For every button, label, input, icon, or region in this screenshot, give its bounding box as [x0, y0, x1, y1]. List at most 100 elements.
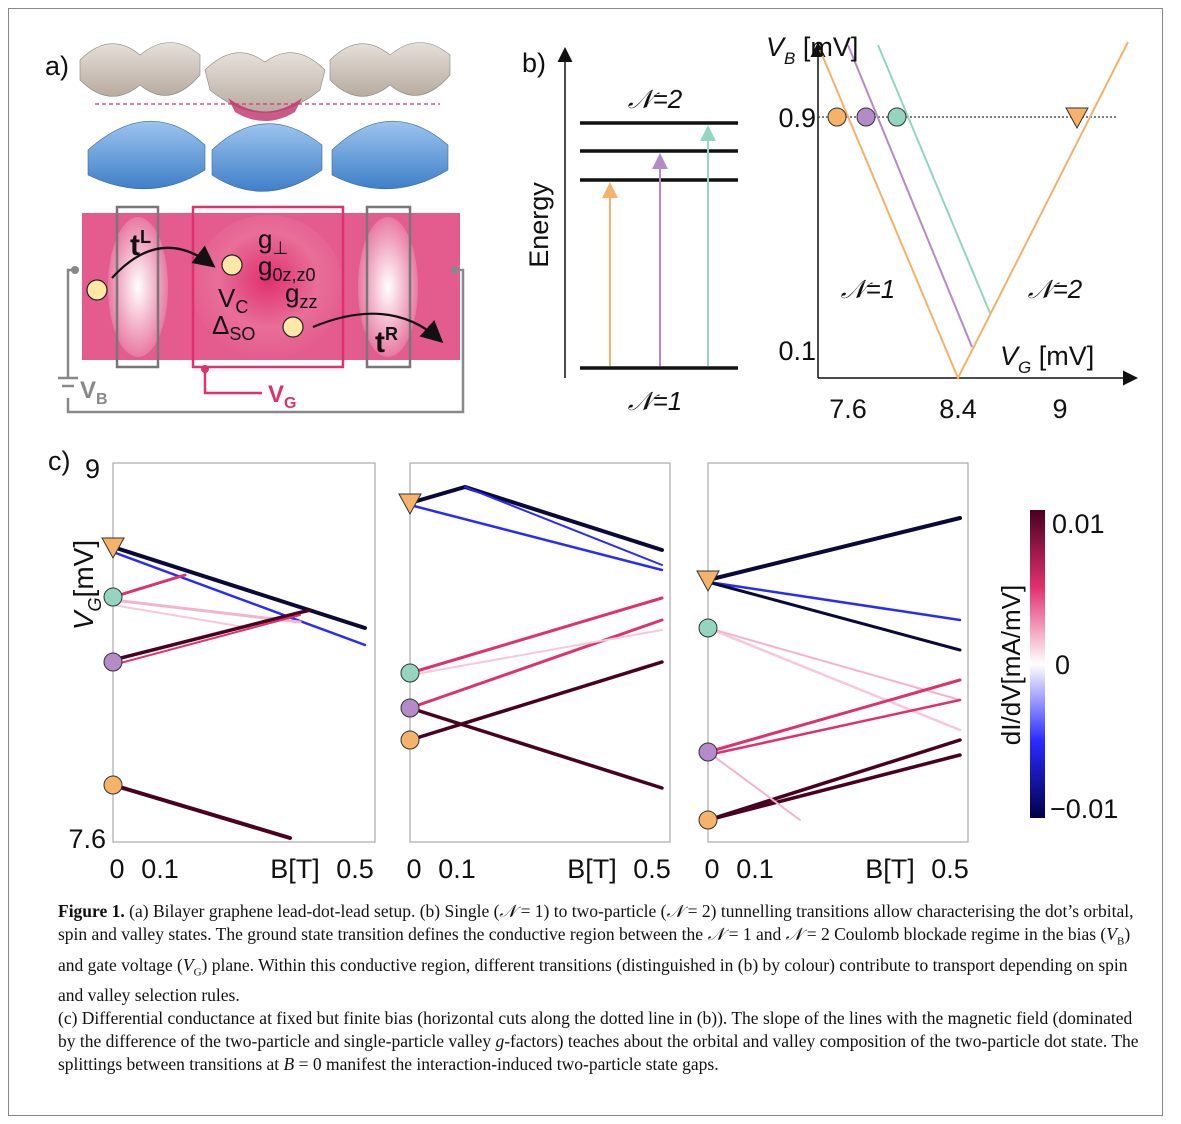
caption-text: (c) Differential conductance at fixed bu…	[58, 1008, 1133, 1051]
x-tick-label: 0.1	[438, 854, 476, 884]
device	[58, 205, 465, 414]
caption-text: G	[193, 966, 202, 978]
label-v-c: VC	[218, 283, 248, 317]
caption-text: ) and gate voltage (	[58, 924, 1131, 975]
text: g	[258, 251, 272, 281]
x-tick-label: 7.6	[829, 394, 867, 424]
text: [mV]	[1031, 341, 1094, 371]
text: C	[235, 297, 248, 317]
text: G	[284, 395, 296, 412]
text: zz	[299, 292, 317, 312]
c-x-ticks: 0 0.1 0.5 B[T] 0 0.1 0.5 B[T] 0 0.1 0.5 B[T]	[109, 854, 968, 884]
colorbar-tick-label: 0	[1055, 650, 1070, 680]
caption-text: 𝒩	[666, 901, 684, 921]
caption-text: = 2) tunnelling transitions allow charac…	[58, 901, 1134, 944]
caption-text: 𝒩	[499, 901, 517, 921]
x-axis-label: B[T]	[567, 854, 617, 884]
x-tick-label: 0	[406, 854, 421, 884]
energy-levels	[580, 121, 738, 370]
panel-label: c)	[48, 446, 71, 476]
region-label: 𝒩=2	[1028, 274, 1083, 304]
caption-text: (a) Bilayer graphene lead-dot-lead setup…	[124, 901, 500, 921]
caption-text: = 2 Coulomb blockade regime in the bias …	[802, 924, 1107, 944]
text: t	[130, 229, 140, 262]
text: V	[766, 32, 787, 62]
panel-label: a)	[45, 51, 69, 81]
level-label: 𝒩=2	[628, 84, 683, 114]
y-tick-label: 0.9	[778, 103, 816, 133]
colorbar-tick-label: 0.01	[1052, 509, 1105, 539]
label-t-left: tL	[130, 227, 151, 262]
caption-text: = 1) to two-particle (	[516, 901, 667, 921]
text: V	[218, 283, 236, 313]
text: B	[784, 49, 795, 68]
label-g-perp: g⊥	[258, 224, 288, 258]
x-tick-label: 0.5	[336, 854, 374, 884]
text: V	[268, 381, 284, 408]
text: R	[385, 324, 398, 344]
caption-text: 𝒩	[707, 924, 725, 944]
text: SO	[229, 324, 255, 344]
x-axis-label: B[T]	[865, 854, 915, 884]
caption-text: -factors) teaches about the orbital and …	[58, 1031, 1139, 1074]
caption-text: ) plane. Within this conductive region, …	[58, 954, 1128, 1006]
x-tick-label: 0	[704, 854, 719, 884]
caption-text: = 1 and	[724, 924, 786, 944]
text: G	[85, 597, 105, 611]
text: V	[1000, 341, 1021, 371]
markers	[827, 107, 1089, 130]
text: V	[68, 609, 99, 630]
colorbar-label: dI/dV[mA/mV]	[996, 585, 1026, 745]
label-delta-so: ΔSO	[212, 310, 255, 344]
figure-frame	[8, 8, 1163, 1116]
x-axis-label: B[T]	[270, 854, 320, 884]
text: G	[1018, 358, 1031, 377]
y-tick-label: 0.1	[778, 336, 816, 366]
label-g-0z: g0z,z0	[258, 251, 316, 285]
text: g	[285, 278, 299, 308]
x-tick-label: 0.5	[931, 854, 969, 884]
text: L	[140, 227, 151, 247]
caption-text: V	[182, 954, 194, 975]
caption-paragraph: (c) Differential conductance at fixed bu…	[58, 1007, 1148, 1076]
label-v-b: VB	[80, 377, 108, 408]
band-surfaces	[79, 42, 451, 192]
transition-arrows	[602, 125, 716, 366]
caption-text: 𝒩	[785, 924, 803, 944]
x-tick-label: 8.4	[939, 394, 977, 424]
conductance-lines	[111, 484, 962, 840]
text: [mV]	[795, 32, 858, 62]
x-tick-label: 0.1	[141, 854, 179, 884]
figure-graphics: a) tL g⊥ g0z,z0 VC gzz ΔSO tR VB VG b) E…	[45, 32, 1138, 884]
level-label: 𝒩=1	[628, 386, 683, 416]
y-tick-label: 9	[85, 454, 100, 484]
colorbar-tick-label: −0.01	[1050, 794, 1118, 824]
c-markers	[101, 493, 720, 830]
caption-paragraph: Figure 1. (a) Bilayer graphene lead-dot-…	[58, 900, 1148, 1007]
y-tick-label: 7.6	[68, 824, 106, 854]
caption-text: = 0 manifest the interaction-induced two…	[294, 1054, 719, 1074]
x-axis-label: VG [mV]	[1000, 341, 1094, 377]
label-g-zz: gzz	[285, 278, 317, 312]
text: g	[258, 224, 272, 254]
text: B	[96, 391, 108, 408]
y-axis-label: VG[mV]	[68, 540, 105, 630]
x-tick-label: 0.1	[736, 854, 774, 884]
energy-label: Energy	[524, 182, 554, 268]
x-tick-label: 0	[109, 854, 124, 884]
region-label: 𝒩=1	[841, 274, 896, 304]
caption-text: B	[1116, 935, 1125, 948]
x-tick-label: 0.5	[633, 854, 671, 884]
caption-text: V	[1106, 924, 1117, 944]
text: [mV]	[68, 540, 99, 598]
caption-label: Figure 1.	[58, 901, 125, 921]
text: t	[375, 326, 385, 359]
text: V	[80, 377, 96, 404]
colorbar	[1030, 510, 1045, 818]
text: 0z,z0	[272, 265, 315, 285]
x-tick-label: 9	[1052, 394, 1067, 424]
text: ⊥	[272, 238, 288, 258]
caption-text: g	[495, 1031, 505, 1051]
text: Δ	[212, 310, 229, 340]
